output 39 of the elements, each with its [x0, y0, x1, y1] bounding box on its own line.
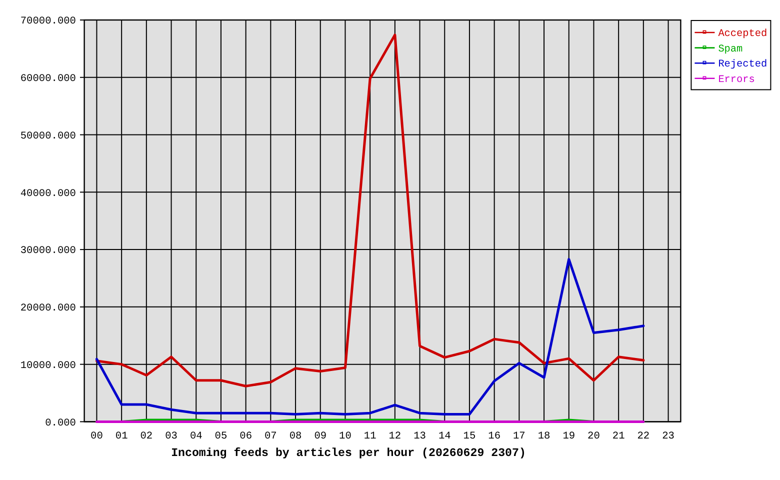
- y-tick-label: 0.000: [45, 417, 76, 430]
- x-tick-label: 10: [339, 430, 352, 443]
- x-tick-label: 07: [264, 430, 277, 443]
- legend-label: Rejected: [718, 58, 768, 71]
- x-tick-label: 05: [214, 430, 228, 443]
- x-tick-label: 21: [612, 430, 625, 443]
- x-tick-label: 12: [388, 430, 402, 443]
- x-tick-label: 02: [140, 430, 153, 443]
- x-tick-label: 04: [190, 430, 202, 443]
- y-tick-label: 60000.000: [20, 72, 76, 85]
- y-tick-label: 50000.000: [20, 130, 76, 142]
- x-tick-label: 18: [538, 430, 550, 443]
- legend-label: Spam: [718, 44, 743, 56]
- x-tick-label: 20: [588, 430, 600, 443]
- y-tick-label: 20000.000: [20, 302, 76, 315]
- x-tick-label: 16: [488, 430, 501, 443]
- x-tick-label: 11: [364, 430, 376, 443]
- x-tick-label: 06: [240, 430, 252, 443]
- legend-label: Errors: [718, 74, 755, 86]
- line-series: [95, 258, 645, 416]
- x-tick-label: 13: [414, 430, 426, 443]
- x-tick-label: 15: [463, 430, 476, 443]
- x-tick-label: 09: [314, 430, 327, 443]
- x-tick-label: 14: [438, 430, 451, 443]
- x-tick-label: 23: [662, 430, 674, 443]
- x-tick-label: 19: [562, 430, 576, 443]
- legend-label: Accepted: [718, 28, 768, 40]
- x-tick-label: 22: [637, 430, 650, 443]
- x-tick-label: 08: [289, 430, 302, 443]
- x-tick-label: 01: [115, 430, 128, 443]
- y-tick-label: 70000.000: [20, 16, 76, 28]
- x-tick-label: 00: [90, 430, 103, 443]
- x-tick-label: 03: [165, 430, 178, 443]
- y-tick-label: 10000.000: [20, 360, 76, 372]
- y-tick-label: 40000.000: [20, 188, 76, 200]
- line-series: [95, 34, 645, 388]
- x-tick-label: 17: [512, 430, 526, 443]
- y-tick-label: 30000.000: [20, 245, 76, 258]
- x-axis-title: Incoming feeds by articles per hour (20260629 2307): [171, 446, 526, 460]
